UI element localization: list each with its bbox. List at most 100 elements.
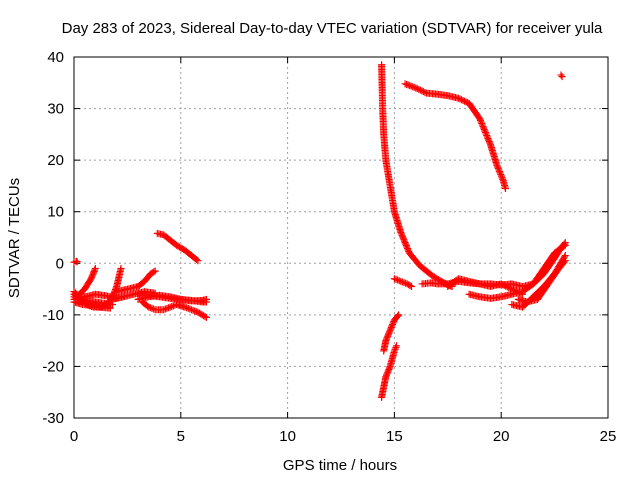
data-point xyxy=(382,335,390,343)
data-point xyxy=(73,258,81,266)
y-tick-label: 40 xyxy=(47,49,64,66)
data-point xyxy=(382,373,390,381)
grid-lines xyxy=(74,57,608,418)
data-point xyxy=(501,185,509,193)
data-point xyxy=(90,269,98,277)
data-point xyxy=(419,88,427,96)
data-point xyxy=(191,307,199,315)
data-point xyxy=(498,174,506,182)
data-point xyxy=(454,94,462,102)
data-point xyxy=(383,370,391,378)
data-point xyxy=(389,319,397,327)
data-point xyxy=(478,121,486,129)
data-point xyxy=(384,367,392,375)
data-point xyxy=(391,345,399,353)
data-point xyxy=(385,329,393,337)
data-point xyxy=(202,298,210,306)
data-point xyxy=(483,132,491,140)
x-tick-label: 25 xyxy=(600,428,617,445)
data-point xyxy=(499,175,507,183)
y-tick-label: 30 xyxy=(47,101,64,118)
data-point xyxy=(187,306,195,314)
data-point xyxy=(146,304,154,312)
y-tick-label: 0 xyxy=(56,255,64,272)
data-point xyxy=(398,231,406,239)
data-point xyxy=(186,305,194,313)
data-point xyxy=(183,304,191,312)
data-point xyxy=(402,240,410,248)
data-point xyxy=(413,85,421,93)
data-point xyxy=(496,169,504,177)
data-point xyxy=(88,272,96,280)
data-point xyxy=(390,347,398,355)
data-point xyxy=(86,302,94,310)
data-point xyxy=(418,87,426,95)
data-point xyxy=(476,116,484,124)
data-point xyxy=(481,129,489,137)
data-point xyxy=(388,322,396,330)
data-point xyxy=(480,124,488,132)
data-point xyxy=(184,304,192,312)
data-point xyxy=(392,344,400,352)
data-point xyxy=(392,275,400,283)
data-point xyxy=(163,304,171,312)
x-tick-label: 0 xyxy=(70,428,78,445)
data-point xyxy=(386,328,394,336)
data-point xyxy=(500,281,508,289)
data-point xyxy=(561,241,569,249)
data-point xyxy=(403,243,411,251)
y-tick-label: -10 xyxy=(42,307,64,324)
data-point xyxy=(461,97,469,105)
data-point xyxy=(497,171,505,179)
data-point xyxy=(462,98,470,106)
data-point xyxy=(181,303,189,311)
data-point xyxy=(478,119,486,127)
data-point xyxy=(483,133,491,141)
y-tick-label: -20 xyxy=(42,358,64,375)
data-point xyxy=(169,302,177,310)
data-point xyxy=(480,126,488,134)
data-point xyxy=(399,234,407,242)
data-point xyxy=(416,86,424,94)
data-point xyxy=(402,279,410,287)
x-tick-label: 10 xyxy=(279,428,296,445)
data-point xyxy=(407,282,415,290)
data-point xyxy=(386,326,394,334)
data-point xyxy=(202,313,210,321)
data-point xyxy=(150,305,158,313)
data-point xyxy=(91,264,99,272)
data-point xyxy=(201,313,209,321)
data-point xyxy=(560,242,568,250)
x-tick-label: 15 xyxy=(386,428,403,445)
chart-title: Day 283 of 2023, Sidereal Day-to-day VTE… xyxy=(62,20,603,37)
data-point xyxy=(484,135,492,143)
data-point xyxy=(476,115,484,123)
y-tick-label: 20 xyxy=(47,152,64,169)
data-point xyxy=(193,256,201,264)
plot-frame xyxy=(73,56,609,419)
data-point xyxy=(459,96,467,104)
data-point xyxy=(383,334,391,342)
y-tick-label: -30 xyxy=(42,410,64,427)
data-point xyxy=(557,71,565,79)
data-point xyxy=(88,273,96,281)
data-point xyxy=(485,136,493,144)
data-point xyxy=(389,320,397,328)
data-point xyxy=(560,258,568,266)
data-point xyxy=(117,264,125,272)
data-point xyxy=(150,268,158,276)
data-point xyxy=(106,304,114,312)
data-point xyxy=(497,280,505,288)
data-point xyxy=(397,228,405,236)
data-point xyxy=(505,284,513,292)
data-point xyxy=(404,245,412,253)
data-point xyxy=(394,276,402,284)
data-point xyxy=(390,275,398,283)
data-point xyxy=(192,308,200,316)
y-axis-label: SDTVAR / TECUs xyxy=(6,178,23,298)
data-point xyxy=(456,95,464,103)
data-point xyxy=(404,246,412,254)
data-point xyxy=(397,230,405,238)
data-point xyxy=(502,282,510,290)
